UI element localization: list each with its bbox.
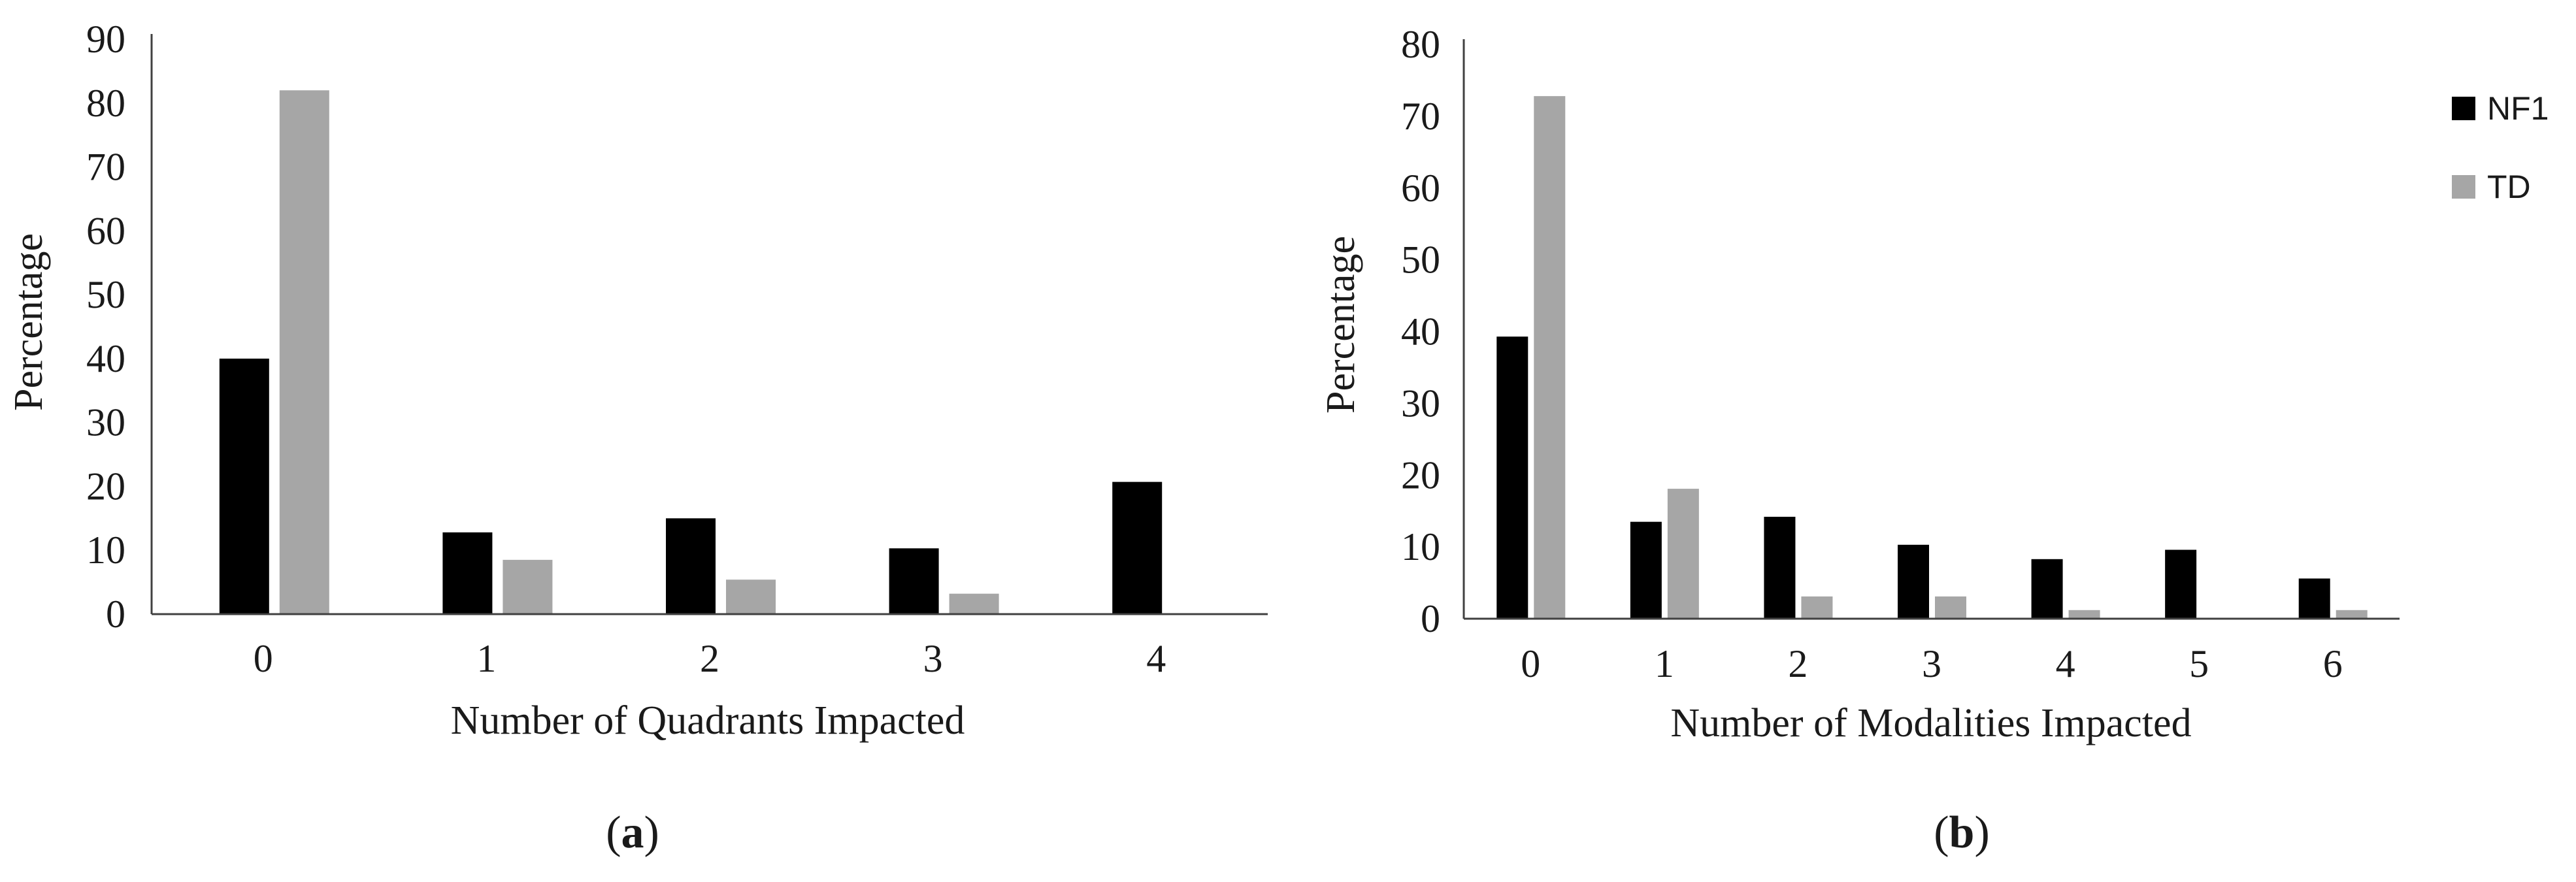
chart-panel-a: 0 10 20 30 40 50 60 70 80 90 0 1 2 3 4 Number of Quad… — [7, 18, 1268, 858]
bar-nf1-5 — [2165, 549, 2197, 619]
panel-label-a-letter: a — [621, 808, 644, 858]
legend: NF1 TD — [2452, 90, 2549, 205]
panel-label-a: (a) — [606, 808, 659, 858]
x-tick-label: 0 — [254, 637, 273, 680]
bar-td-3 — [949, 593, 999, 614]
bar-nf1-0 — [1496, 336, 1528, 619]
x-tick-label: 1 — [476, 637, 496, 680]
bar-nf1-1 — [1630, 521, 1662, 619]
x-tick-label: 3 — [923, 637, 943, 680]
x-tick-label: 0 — [1521, 642, 1540, 685]
y-tick-label: 40 — [1401, 310, 1440, 353]
y-tick-label: 70 — [1401, 95, 1440, 138]
legend-label-td: TD — [2487, 169, 2531, 205]
bar-nf1-1 — [442, 532, 493, 614]
y-tick-label: 50 — [86, 273, 125, 316]
y-tick-label: 10 — [1401, 525, 1440, 568]
x-tick-label: 2 — [1788, 642, 1808, 685]
x-tick-label: 3 — [1922, 642, 1941, 685]
y-tick-label: 60 — [86, 209, 125, 252]
y-tick-label: 90 — [86, 18, 125, 61]
y-tick-label: 10 — [86, 529, 125, 572]
bar-nf1-2 — [1764, 516, 1796, 619]
y-tick-labels: 0 10 20 30 40 50 60 70 80 — [1401, 23, 1440, 640]
bar-nf1-4 — [1112, 482, 1163, 614]
bar-nf1-0 — [219, 358, 269, 614]
y-tick-label: 30 — [86, 401, 125, 444]
y-tick-labels: 0 10 20 30 40 50 60 70 80 90 — [86, 18, 125, 636]
y-tick-label: 0 — [106, 593, 125, 636]
y-tick-label: 50 — [1401, 238, 1440, 282]
y-tick-label: 70 — [86, 146, 125, 189]
x-tick-label: 5 — [2189, 642, 2209, 685]
y-tick-label: 40 — [86, 337, 125, 380]
y-tick-label: 0 — [1421, 597, 1440, 640]
y-tick-label: 20 — [1401, 453, 1440, 497]
bar-nf1-2 — [666, 518, 716, 614]
y-tick-label: 80 — [1401, 23, 1440, 66]
legend-swatch-td — [2452, 175, 2475, 199]
y-tick-label: 30 — [1401, 382, 1440, 425]
bars-group — [1496, 96, 2368, 619]
chart-panel-b: 0 10 20 30 40 50 60 70 80 0 1 2 3 4 5 6 Number of Moda… — [1319, 23, 2400, 858]
bar-td-2 — [726, 580, 776, 614]
x-tick-labels: 0 1 2 3 4 — [254, 637, 1166, 680]
bar-nf1-4 — [2031, 559, 2063, 619]
x-axis-title: Number of Modalities Impacted — [1670, 701, 2191, 745]
bar-td-3 — [1935, 596, 1966, 619]
bar-td-6 — [2336, 610, 2368, 619]
x-tick-label: 1 — [1655, 642, 1674, 685]
bar-nf1-3 — [889, 548, 939, 614]
bar-td-1 — [503, 559, 553, 614]
x-tick-label: 6 — [2323, 642, 2343, 685]
x-tick-label: 4 — [2056, 642, 2075, 685]
x-tick-labels: 0 1 2 3 4 5 6 — [1521, 642, 2342, 685]
bar-td-0 — [1534, 96, 1566, 619]
panel-label-b-letter: b — [1949, 808, 1975, 858]
legend-swatch-nf1 — [2452, 97, 2475, 120]
x-axis-title: Number of Quadrants Impacted — [451, 698, 965, 743]
bar-nf1-6 — [2298, 578, 2330, 619]
x-tick-label: 2 — [700, 637, 719, 680]
bar-td-1 — [1667, 489, 1699, 619]
bar-td-2 — [1801, 596, 1833, 619]
bar-td-4 — [2068, 610, 2100, 619]
legend-label-nf1: NF1 — [2487, 90, 2549, 127]
y-axis-title: Percentage — [1319, 236, 1363, 414]
y-tick-label: 60 — [1401, 167, 1440, 210]
y-axis-title: Percentage — [7, 233, 51, 411]
panel-label-b: (b) — [1934, 808, 1990, 858]
y-tick-label: 80 — [86, 82, 125, 125]
x-tick-label: 4 — [1146, 637, 1166, 680]
bar-nf1-3 — [1898, 544, 1929, 619]
bars-group — [219, 90, 1163, 614]
bar-td-0 — [279, 90, 329, 614]
y-tick-label: 20 — [86, 465, 125, 508]
